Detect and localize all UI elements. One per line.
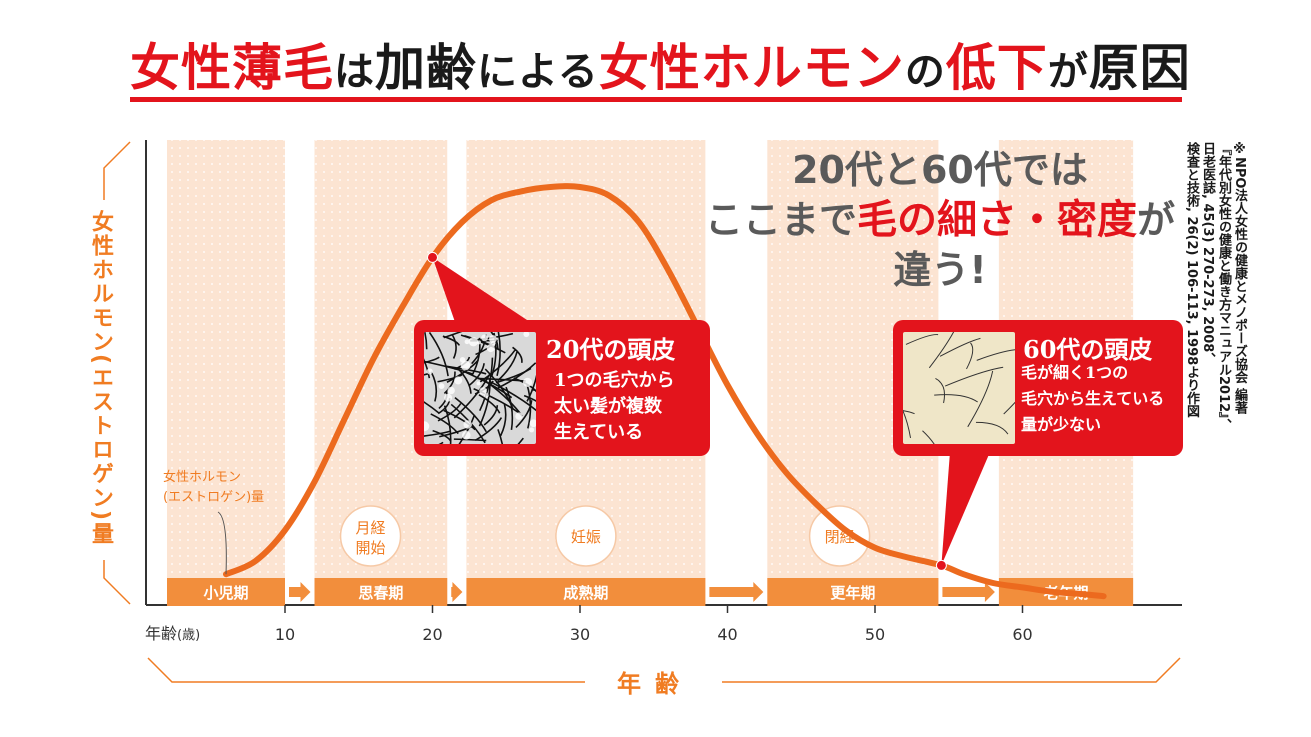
title-part: が [1047,49,1089,95]
headline-line3: 違う! [893,248,987,292]
series-leader [217,511,227,575]
x-tick-label: 20 [422,625,442,644]
curve-marker [935,559,947,571]
callout-20s: 20代の頭皮 1つの毛穴から 太い髪が複数 生えている [414,320,710,456]
x-tick-label: 40 [717,625,737,644]
title-part: 低下 [945,39,1048,97]
event-label: 開始 [356,539,386,557]
title-part: は [334,49,375,95]
event-circle [339,505,402,567]
event-circle [555,505,617,567]
stage-bar [767,578,939,606]
source-line: 日老医誌, 45(3) 270-273, 2008、 [1200,142,1215,366]
event-circle [808,505,871,567]
callout-60s-title: 60代の頭皮 [1023,335,1153,364]
title-part: による [477,49,599,95]
title-underline [130,97,1182,102]
stage-label: 更年期 [830,584,875,602]
stage-label: 小児期 [203,584,248,602]
title-part: 原因 [1088,39,1191,97]
stage-arrow [709,582,764,602]
scalp-photo-60s [903,332,1015,444]
callout-60s-pointer [941,452,990,566]
x-tick-label: 30 [570,625,590,644]
stage-label: 成熟期 [563,584,608,602]
series-label: 女性ホルモン (エストロゲン)量 [163,470,265,505]
title-part: 女性ホルモン [598,39,905,97]
headline: 20代と60代では ここまで毛の細さ・密度が 違う! [700,145,1180,295]
headline-post: が [1137,198,1176,242]
x-tick-label: 50 [865,625,885,644]
title-part: 加齢 [375,39,477,97]
x-tick-label: 10 [275,625,295,644]
headline-pre: ここまで [704,198,857,242]
event-label: 月経 [356,519,386,537]
y-bracket-bottom [103,560,131,605]
stage-bar [167,578,285,606]
source-line: 検査と技術, 26(2) 106-113, 1998より作図 [1184,142,1199,418]
headline-line2: ここまで毛の細さ・密度が [700,195,1180,245]
stage-bar [314,578,448,606]
stage-arrow [289,582,311,602]
x-axis-title: 年齢 [617,670,693,698]
callout-20s-body: 1つの毛穴から 太い髪が複数 生えている [554,370,675,443]
title-part: の [904,49,946,95]
callout-20s-pointer [432,257,530,322]
x-tick-label: 60 [1012,625,1032,644]
stage-bar [466,578,706,606]
title-part: 女性薄毛 [130,39,334,97]
event-label: 妊娠 [571,528,601,546]
y-axis-label: 女性ホルモン(エストロゲン)量 [88,210,113,547]
hormone-curve [223,183,1107,600]
scalp-photo-20s [424,332,536,444]
x-bracket-left [147,657,585,683]
headline-highlight: 毛の細さ・密度 [857,197,1137,243]
y-bracket-top [103,141,131,200]
headline-line1: 20代と60代では [792,148,1088,192]
x-bracket-right [722,657,1181,683]
page-title: 女性薄毛は加齢による女性ホルモンの低下が原因 [130,38,1190,98]
curve-marker [427,251,438,263]
x-axis-bracket [147,657,1181,683]
callout-20s-title: 20代の頭皮 [546,335,676,364]
stage-arrow [942,582,995,602]
stage-label: 思春期 [358,584,403,602]
source-line: ※NPO法人女性の健康とメノポーズ協会 編著 [1232,142,1247,414]
callout-60s: 60代の頭皮 毛が細く1つの 毛穴から生えている 量が少ない [893,320,1183,456]
stage-band [167,140,285,605]
stage-arrow [451,582,463,602]
y-axis-bracket [103,141,131,605]
source-note: ※NPO法人女性の健康とメノポーズ協会 編著 『年代別女性の健康と働き方マニュア… [1183,142,1247,562]
source-line: 『年代別女性の健康と働き方マニュアル2012』、 [1216,142,1231,432]
x-unit-label: 年齢(歳) [145,624,201,643]
callout-60s-body: 毛が細く1つの 毛穴から生えている 量が少ない [1021,363,1165,434]
